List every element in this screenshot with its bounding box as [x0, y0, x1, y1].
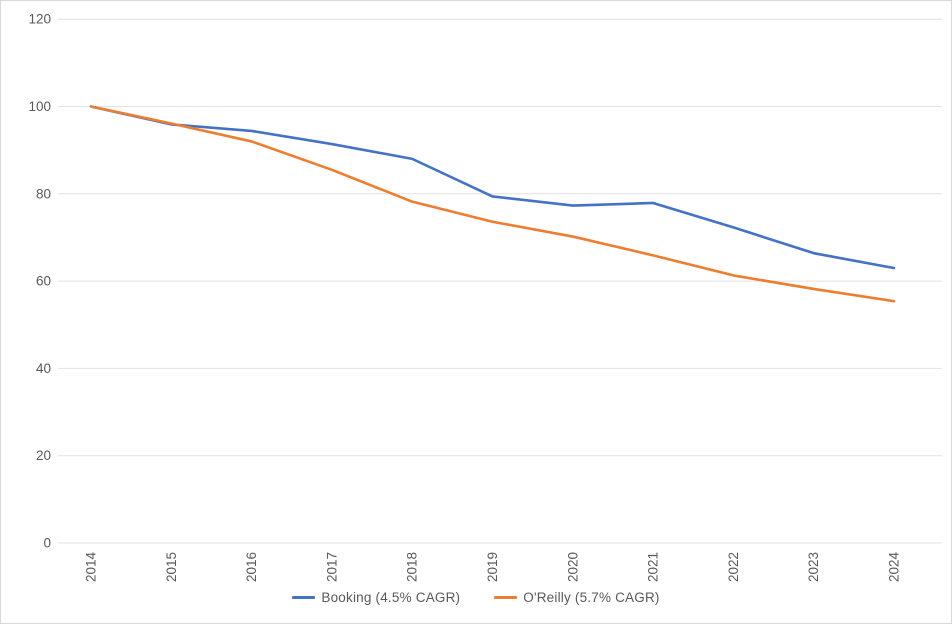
x-axis-tick-label: 2015 — [164, 552, 179, 582]
x-axis-tick-label: 2016 — [244, 552, 259, 582]
y-axis-tick-label: 40 — [36, 361, 51, 376]
y-axis-tick-label: 0 — [43, 536, 51, 551]
y-axis-tick-label: 20 — [36, 448, 51, 463]
x-axis-tick-label: 2014 — [84, 552, 99, 583]
x-axis-tick-label: 2022 — [726, 552, 741, 582]
y-axis-tick-label: 60 — [36, 274, 51, 289]
x-axis-tick-label: 2018 — [405, 552, 420, 582]
x-axis-tick-label: 2023 — [806, 552, 821, 582]
y-axis-tick-label: 120 — [28, 12, 51, 27]
series-line-1 — [89, 105, 896, 303]
x-axis-tick-label: 2017 — [324, 552, 339, 582]
x-axis-tick-label: 2019 — [485, 552, 500, 582]
x-axis-tick-label: 2020 — [565, 552, 580, 582]
y-axis-tick-label: 100 — [28, 99, 51, 114]
x-axis-tick-label: 2024 — [887, 552, 902, 583]
series-line-0 — [89, 105, 896, 270]
x-axis-tick-label: 2021 — [646, 552, 661, 582]
y-axis-tick-label: 80 — [36, 186, 51, 201]
